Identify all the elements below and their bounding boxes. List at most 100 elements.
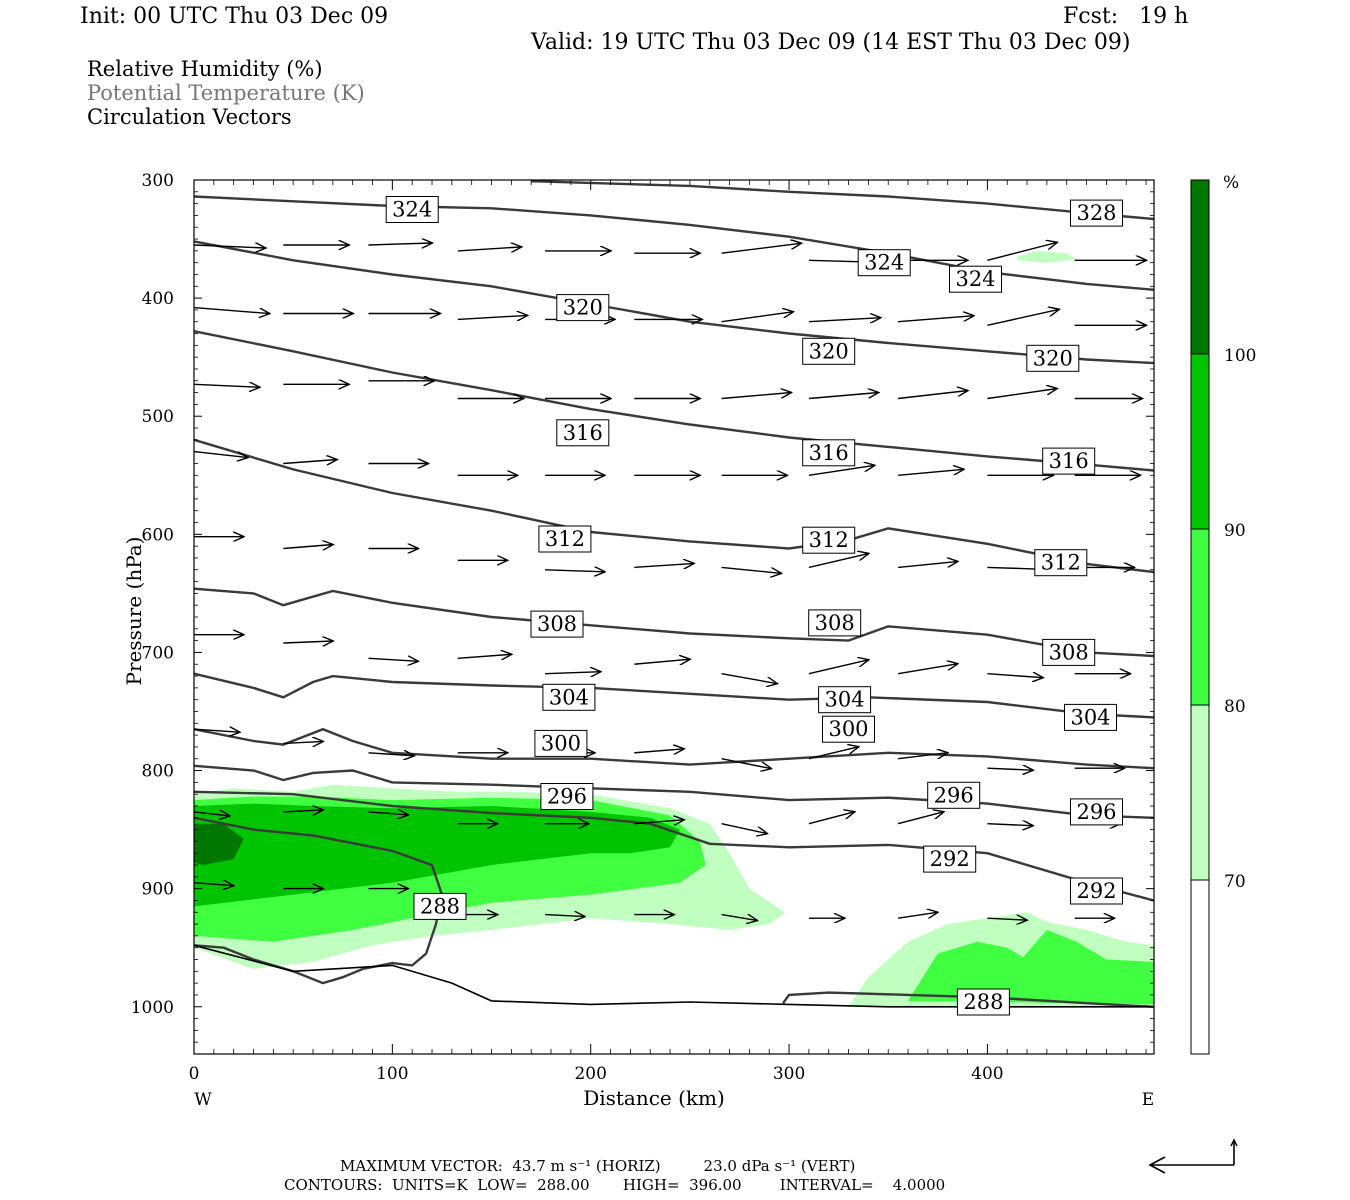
theta-contour-324 bbox=[193, 240, 1155, 365]
theta-label-box bbox=[534, 729, 588, 757]
ground-line bbox=[193, 944, 1154, 1008]
theta-label-box bbox=[385, 196, 439, 223]
theta-label-box bbox=[1070, 877, 1123, 905]
colorbar-segment bbox=[1191, 180, 1209, 354]
circulation-vector bbox=[987, 768, 1033, 770]
theta-label: 324 bbox=[392, 198, 432, 222]
y-tick-label: 1000 bbox=[131, 998, 174, 1018]
theta-contour-328 bbox=[531, 180, 1155, 221]
theta-label: 292 bbox=[1076, 879, 1116, 903]
theta-label: 328 bbox=[1076, 201, 1116, 225]
circulation-vector bbox=[898, 316, 974, 323]
y-tick-label: 300 bbox=[142, 171, 174, 191]
theta-label-box bbox=[949, 265, 1002, 293]
theta-label: 316 bbox=[809, 441, 849, 465]
y-tick-label: 800 bbox=[142, 762, 174, 782]
circulation-vector bbox=[721, 312, 794, 323]
circulation-vector bbox=[987, 389, 1057, 400]
circulation-vector bbox=[545, 672, 601, 674]
contour-note: CONTOURS: UNITS=K LOW= 288.00 HIGH= 396.… bbox=[284, 1176, 946, 1194]
reference-vector-horizontal-head bbox=[1148, 1156, 1166, 1174]
forecast-hour: Fcst: 19 h bbox=[1063, 4, 1189, 29]
theta-label-box bbox=[556, 294, 610, 322]
theta-label: 316 bbox=[1049, 449, 1089, 473]
theta-label-box bbox=[413, 892, 467, 920]
theta-label-box bbox=[1034, 549, 1088, 577]
x-tick-label: 400 bbox=[971, 1064, 1003, 1084]
colorbar-level-label: 70 bbox=[1224, 872, 1246, 892]
circulation-vector bbox=[808, 747, 859, 760]
reference-vector-vertical-head bbox=[1230, 1138, 1238, 1147]
theta-label: 296 bbox=[547, 785, 587, 809]
theta-label: 312 bbox=[545, 527, 585, 551]
theta-label: 316 bbox=[563, 421, 603, 445]
legend-rh: Relative Humidity (%) bbox=[87, 57, 323, 81]
circulation-vector bbox=[283, 641, 333, 643]
colorbar-level-label: 100 bbox=[1224, 346, 1256, 366]
colorbar-segment bbox=[1191, 354, 1209, 529]
circulation-vector bbox=[368, 658, 419, 661]
colorbar-level-label: 90 bbox=[1224, 521, 1246, 541]
colorbar-level-label: 80 bbox=[1224, 697, 1246, 717]
theta-label-box bbox=[822, 715, 875, 743]
theta-label: 320 bbox=[563, 296, 603, 320]
theta-label: 288 bbox=[420, 894, 460, 918]
circulation-vector bbox=[898, 753, 948, 760]
rh-shade-east-2 bbox=[908, 930, 1154, 1005]
theta-label: 304 bbox=[825, 688, 865, 712]
theta-label: 304 bbox=[549, 685, 589, 709]
theta-label: 308 bbox=[815, 611, 855, 635]
theta-label-box bbox=[530, 610, 584, 638]
theta-contour-308 bbox=[193, 672, 1155, 719]
colorbar-frame bbox=[1190, 179, 1210, 1055]
theta-label-box bbox=[1070, 199, 1123, 227]
circulation-vector bbox=[283, 741, 323, 743]
circulation-vector bbox=[898, 391, 968, 400]
theta-label-box bbox=[1070, 798, 1123, 826]
circulation-vector bbox=[987, 242, 1057, 261]
init-time: Init: 00 UTC Thu 03 Dec 09 bbox=[80, 4, 389, 29]
x-tick-label: 100 bbox=[376, 1064, 408, 1084]
theta-contour-288 bbox=[782, 991, 1155, 1008]
circulation-vector bbox=[457, 247, 522, 251]
legend-vectors: Circulation Vectors bbox=[87, 105, 292, 129]
x-west-label: W bbox=[194, 1090, 212, 1110]
circulation-vector bbox=[808, 393, 879, 400]
theta-label-box bbox=[927, 781, 981, 809]
circulation-vector bbox=[808, 812, 855, 825]
circulation-vector bbox=[283, 810, 323, 812]
theta-label: 292 bbox=[930, 847, 970, 871]
circulation-vector bbox=[193, 450, 248, 458]
circulation-vector bbox=[897, 664, 958, 675]
y-tick-label: 600 bbox=[142, 525, 174, 545]
theta-label-box bbox=[1042, 447, 1096, 475]
theta-label-box bbox=[1064, 703, 1117, 731]
circulation-vector bbox=[721, 566, 782, 573]
rh-shade-upper bbox=[1017, 250, 1077, 263]
theta-label: 300 bbox=[541, 731, 581, 755]
colorbar-unit: % bbox=[1223, 173, 1239, 193]
circulation-vector bbox=[457, 315, 528, 319]
valid-time: Valid: 19 UTC Thu 03 Dec 09 (14 EST Thu … bbox=[531, 30, 1131, 55]
theta-label-box bbox=[1026, 344, 1080, 372]
theta-label: 288 bbox=[963, 990, 1003, 1014]
theta-label-box bbox=[1042, 638, 1096, 666]
circulation-vector bbox=[987, 918, 1027, 920]
colorbar-segment bbox=[1191, 529, 1209, 705]
theta-contour-320 bbox=[193, 330, 1155, 472]
circulation-vector bbox=[634, 659, 690, 664]
y-axis-label: Pressure (hPa) bbox=[122, 537, 146, 686]
circulation-vector bbox=[897, 912, 938, 919]
theta-contour-312 bbox=[193, 587, 1155, 658]
x-tick-label: 200 bbox=[574, 1064, 606, 1084]
circulation-vector bbox=[808, 318, 881, 322]
theta-label-box bbox=[556, 419, 610, 447]
theta-label: 300 bbox=[828, 717, 868, 741]
circulation-vector bbox=[193, 812, 230, 816]
circulation-vector bbox=[368, 243, 433, 245]
theta-label: 324 bbox=[955, 267, 995, 291]
theta-label: 304 bbox=[1070, 705, 1110, 729]
circulation-vector bbox=[545, 570, 605, 572]
circulation-vector bbox=[283, 460, 337, 464]
